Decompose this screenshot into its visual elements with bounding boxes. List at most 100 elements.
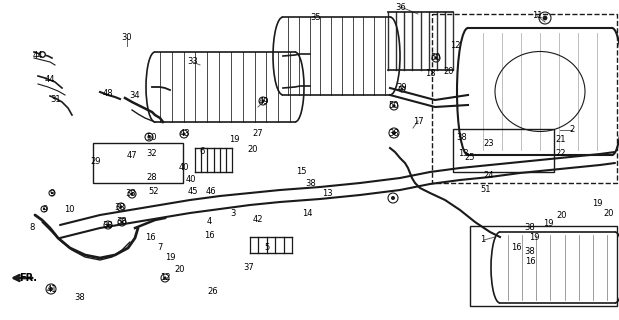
Text: 19: 19 (165, 253, 175, 262)
Circle shape (435, 56, 438, 60)
Text: 16: 16 (511, 244, 521, 252)
Text: 1: 1 (480, 236, 486, 244)
Bar (453, 129, 554, 172)
Text: 6: 6 (199, 148, 205, 156)
Text: 7: 7 (157, 243, 163, 252)
Text: 9: 9 (42, 204, 48, 213)
Circle shape (121, 220, 124, 224)
Text: 40: 40 (186, 175, 196, 185)
Text: 37: 37 (244, 262, 254, 271)
Text: 29: 29 (91, 157, 102, 166)
Text: 19: 19 (229, 135, 240, 145)
Circle shape (392, 131, 396, 135)
Circle shape (106, 223, 110, 227)
Text: 30: 30 (122, 34, 132, 43)
Text: 47: 47 (127, 150, 137, 159)
Circle shape (391, 196, 395, 200)
Text: 10: 10 (64, 204, 74, 213)
Text: 28: 28 (147, 173, 157, 182)
Bar (93, 143, 183, 183)
Text: 24: 24 (484, 172, 494, 180)
Text: 2: 2 (569, 125, 574, 134)
Text: 34: 34 (130, 92, 141, 100)
Text: 51: 51 (481, 186, 491, 195)
Text: 16: 16 (204, 231, 214, 241)
Text: 26: 26 (208, 286, 219, 295)
Circle shape (43, 208, 45, 210)
Text: 19: 19 (529, 234, 539, 243)
Text: 40: 40 (179, 164, 189, 172)
Text: 46: 46 (206, 188, 216, 196)
Text: 13: 13 (322, 189, 332, 198)
Text: 23: 23 (483, 139, 495, 148)
Text: 8: 8 (29, 223, 35, 233)
Circle shape (147, 135, 150, 139)
Text: 19: 19 (543, 220, 553, 228)
Circle shape (543, 16, 547, 20)
Text: 38: 38 (75, 293, 85, 302)
Text: 45: 45 (188, 188, 198, 196)
Text: 50: 50 (431, 52, 441, 61)
Text: 49: 49 (259, 97, 269, 106)
Text: 25: 25 (465, 154, 475, 163)
Text: 48: 48 (103, 90, 113, 99)
Bar (432, 14, 617, 183)
Text: 20: 20 (556, 211, 567, 220)
Text: 33: 33 (188, 58, 198, 67)
Text: 35: 35 (311, 13, 321, 22)
Circle shape (163, 276, 167, 280)
Text: 38: 38 (306, 180, 316, 188)
Circle shape (392, 104, 396, 108)
Text: 38: 38 (116, 218, 128, 227)
Text: 38: 38 (525, 223, 535, 233)
Text: 4: 4 (206, 218, 212, 227)
Text: 39: 39 (397, 84, 407, 92)
Text: 21: 21 (556, 134, 566, 143)
Text: 3: 3 (230, 209, 236, 218)
Text: 38: 38 (389, 129, 399, 138)
Text: 20: 20 (248, 146, 258, 155)
Text: FR.: FR. (19, 273, 37, 283)
Text: 11: 11 (532, 12, 542, 20)
Text: 16: 16 (145, 233, 155, 242)
Text: 5: 5 (264, 243, 270, 252)
Circle shape (131, 192, 134, 196)
Text: 50: 50 (389, 100, 399, 109)
Text: 14: 14 (301, 209, 312, 218)
Text: 44: 44 (45, 76, 55, 84)
Text: 20: 20 (175, 266, 185, 275)
Bar (470, 226, 617, 306)
Text: 42: 42 (253, 215, 263, 225)
Text: 15: 15 (296, 167, 306, 177)
Circle shape (51, 192, 53, 194)
Text: 19: 19 (592, 198, 602, 207)
Text: 12: 12 (160, 274, 170, 283)
Circle shape (183, 132, 186, 136)
Text: 43: 43 (180, 130, 190, 139)
Circle shape (261, 100, 264, 103)
Text: 38: 38 (126, 189, 136, 198)
Text: 50: 50 (147, 132, 157, 141)
Text: 38: 38 (525, 247, 535, 257)
Text: 17: 17 (413, 116, 423, 125)
Text: 38: 38 (115, 203, 126, 212)
Text: 20: 20 (444, 67, 454, 76)
Text: 36: 36 (396, 3, 407, 12)
Text: 22: 22 (556, 149, 566, 158)
Text: 9: 9 (50, 188, 54, 197)
Circle shape (119, 205, 123, 209)
Text: 13: 13 (457, 149, 469, 158)
Text: 52: 52 (149, 188, 159, 196)
Text: 31: 31 (51, 95, 61, 105)
Circle shape (49, 287, 53, 291)
Text: 12: 12 (450, 42, 461, 51)
Text: 16: 16 (525, 258, 535, 267)
Text: 38: 38 (103, 220, 113, 229)
Text: 18: 18 (425, 68, 435, 77)
Text: 44: 44 (33, 51, 43, 60)
Text: 27: 27 (253, 130, 263, 139)
Circle shape (400, 88, 403, 90)
Text: 38: 38 (457, 133, 467, 142)
Text: 32: 32 (147, 148, 157, 157)
Text: 20: 20 (604, 210, 614, 219)
